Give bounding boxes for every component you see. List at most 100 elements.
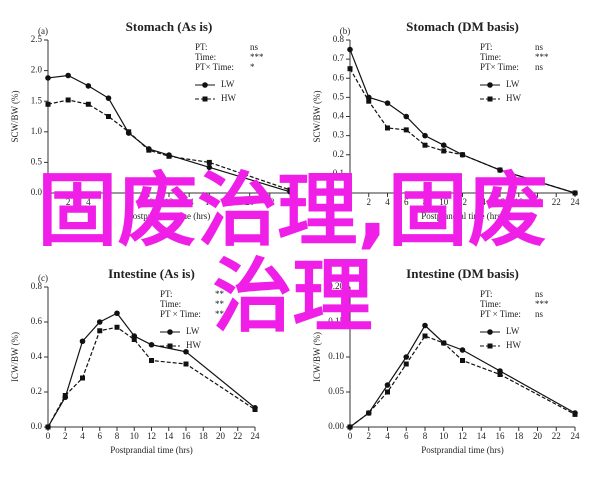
y-tick-label: 0.0 xyxy=(31,187,43,197)
panel-label: (c) xyxy=(38,273,48,283)
annotation-key: PT× Time: xyxy=(480,62,519,72)
y-tick-label: 0.10 xyxy=(328,351,344,361)
point xyxy=(85,83,92,89)
point xyxy=(97,328,103,334)
x-axis-label: Postprandial time (hrs) xyxy=(421,445,504,455)
point xyxy=(62,393,68,398)
point xyxy=(366,98,372,104)
annotation-key: PT: xyxy=(480,289,493,299)
point xyxy=(459,347,466,353)
x-axis-label: Postprandial time (hrs) xyxy=(421,211,504,221)
y-tick-label: 0.0 xyxy=(333,187,345,197)
annotation-value: ** xyxy=(215,299,225,309)
y-axis-label: ICW/BW (%) xyxy=(10,332,20,382)
point xyxy=(347,46,353,53)
y-axis-label: SCW/BW (%) xyxy=(312,90,322,142)
legend-marker xyxy=(167,343,173,349)
point xyxy=(45,75,51,81)
point xyxy=(85,101,91,107)
point xyxy=(403,354,410,360)
legend-label: HW xyxy=(506,340,521,350)
point xyxy=(403,361,409,367)
x-tick-label: 2 xyxy=(66,197,71,207)
x-tick-label: 2 xyxy=(63,431,68,441)
y-axis-label: ICW/BW (%) xyxy=(312,332,322,382)
x-tick-label: 16 xyxy=(182,431,192,441)
y-tick-label: 0.7 xyxy=(333,53,345,63)
point xyxy=(572,411,578,417)
legend-label: LW xyxy=(506,326,520,336)
x-tick-label: 14 xyxy=(185,197,195,207)
point xyxy=(183,361,189,367)
x-tick-label: 6 xyxy=(404,197,409,207)
x-tick-label: 18 xyxy=(514,431,524,441)
y-tick-label: 0.0 xyxy=(31,421,43,431)
x-tick-label: 12 xyxy=(165,197,174,207)
point xyxy=(45,101,51,107)
point xyxy=(422,142,428,148)
annotation-key: Time: xyxy=(160,299,181,309)
point xyxy=(146,147,152,153)
series-line xyxy=(349,324,576,428)
point xyxy=(206,159,212,165)
point xyxy=(114,310,120,317)
y-tick-label: 0.20 xyxy=(328,281,344,291)
y-tick-label: 0.15 xyxy=(328,316,344,326)
point xyxy=(131,337,137,342)
legend-marker xyxy=(487,96,493,102)
annotation-key: Time: xyxy=(195,52,216,62)
annotation-value: ns xyxy=(535,42,544,52)
x-tick-label: 18 xyxy=(199,431,209,441)
x-tick-label: 10 xyxy=(439,431,449,441)
annotation-value: ** xyxy=(215,289,225,299)
x-tick-label: 4 xyxy=(86,197,91,207)
legend-marker xyxy=(167,329,173,335)
x-tick-label: 24 xyxy=(571,431,581,441)
point xyxy=(385,125,390,131)
point xyxy=(45,424,51,430)
x-tick-label: 8 xyxy=(423,197,428,207)
chart-title: Intestine (DM basis) xyxy=(406,266,519,281)
x-tick-label: 4 xyxy=(385,431,390,441)
x-tick-label: 20 xyxy=(245,197,255,207)
x-tick-label: 0 xyxy=(46,431,51,441)
point xyxy=(403,127,409,133)
panel-label: (a) xyxy=(38,26,48,36)
point xyxy=(403,113,410,120)
x-tick-label: 10 xyxy=(144,197,154,207)
y-tick-label: 1.5 xyxy=(31,95,43,105)
x-axis-label: Postprandial time (hrs) xyxy=(110,445,193,455)
annotation-key: Time: xyxy=(480,52,501,62)
point xyxy=(384,382,391,388)
point xyxy=(80,375,85,381)
point xyxy=(460,152,465,158)
point xyxy=(183,348,189,355)
chart-title: Stomach (As is) xyxy=(126,19,213,34)
x-tick-label: 22 xyxy=(552,197,561,207)
y-tick-label: 2.0 xyxy=(31,65,43,75)
x-tick-label: 20 xyxy=(216,431,226,441)
chart-title: Stomach (DM basis) xyxy=(406,19,519,34)
point xyxy=(440,142,447,148)
watermark: 固废治理,固废治理 xyxy=(37,164,548,343)
legend-label: LW xyxy=(186,326,200,336)
y-tick-label: 0.00 xyxy=(328,421,344,431)
x-tick-label: 22 xyxy=(233,431,242,441)
point xyxy=(460,358,465,363)
x-tick-label: 14 xyxy=(477,431,487,441)
point xyxy=(347,424,353,430)
y-tick-label: 0.2 xyxy=(333,149,344,159)
x-tick-label: 12 xyxy=(458,197,467,207)
x-tick-label: 10 xyxy=(130,431,140,441)
x-tick-label: 6 xyxy=(106,197,111,207)
chart-title: Intestine (As is) xyxy=(108,266,195,281)
point xyxy=(385,389,390,395)
point xyxy=(252,407,258,412)
x-tick-label: 20 xyxy=(533,197,543,207)
x-tick-label: 14 xyxy=(164,431,174,441)
x-tick-label: 24 xyxy=(571,197,581,207)
y-tick-label: 0.6 xyxy=(333,72,345,82)
y-tick-label: 0.8 xyxy=(333,34,345,44)
panel-label: (b) xyxy=(340,26,351,36)
